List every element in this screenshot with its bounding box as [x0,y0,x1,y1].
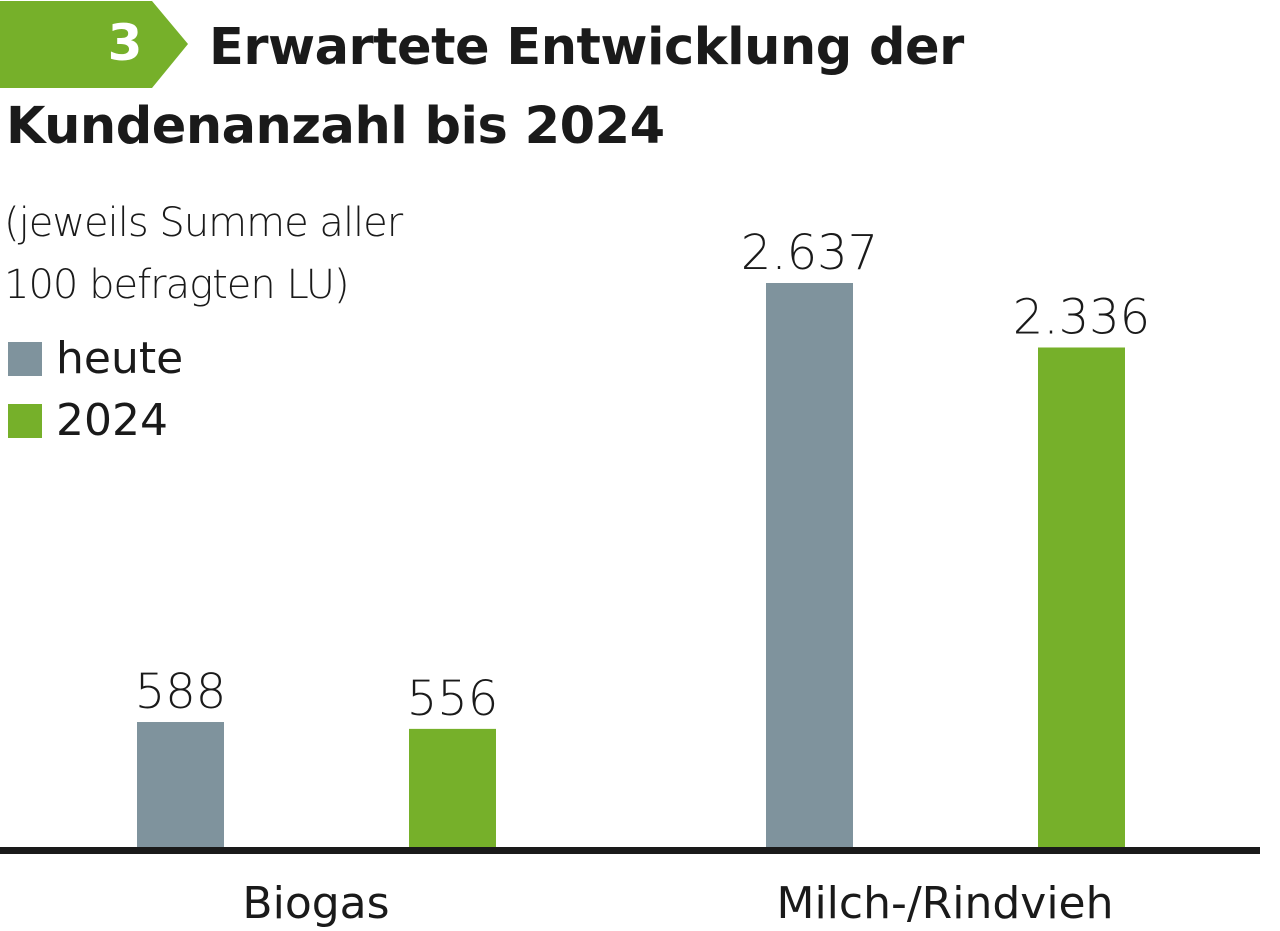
bar-2024-1 [1038,347,1125,848]
legend-label-heute: heute [56,333,184,384]
legend-item-2024: 2024 [8,390,183,452]
data-label: 588 [135,664,227,720]
data-label: 2.637 [741,225,878,281]
legend-swatch-heute [8,342,42,376]
legend: heute 2024 [8,328,183,452]
x-axis-line [0,847,1260,854]
title-line-1: Erwartete Entwicklung der [209,18,964,77]
chart-subtitle: (jeweils Summe aller 100 befragten LU) [4,192,403,316]
legend-label-2024: 2024 [56,395,168,446]
legend-item-heute: heute [8,328,183,390]
section-number: 3 [107,14,143,72]
section-badge [0,1,188,88]
data-label: 556 [407,671,499,727]
subtitle-line-2: 100 befragten LU) [4,262,350,308]
data-label: 2.336 [1013,289,1150,345]
category-label: Milch-/Rindvieh [776,878,1113,929]
bar-heute-1 [766,283,853,848]
category-label: Biogas [242,878,389,929]
legend-swatch-2024 [8,404,42,438]
chart-title: Erwartete Entwicklung der Kundenanzahl b… [6,8,964,166]
bar-2024-0 [409,728,496,848]
title-line-2: Kundenanzahl bis 2024 [6,97,665,156]
subtitle-line-1: (jeweils Summe aller [4,200,403,246]
bar-heute-0 [137,722,224,848]
